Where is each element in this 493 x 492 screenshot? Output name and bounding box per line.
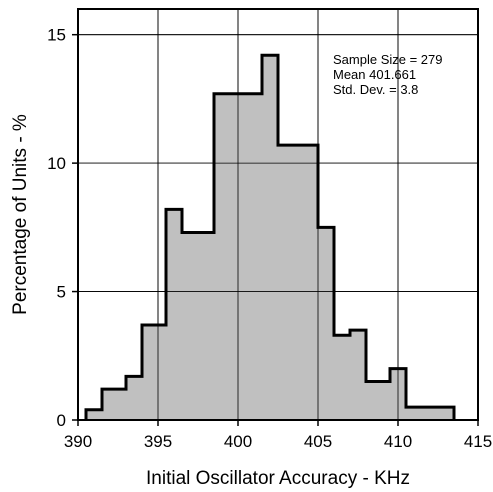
histogram-bar-4 (166, 209, 182, 420)
histogram-bar-7 (262, 55, 278, 421)
histogram-bar-9 (318, 227, 334, 420)
histogram-bar-2 (126, 376, 142, 420)
x-tick-label-415: 415 (464, 432, 492, 451)
histogram-bar-3 (142, 324, 166, 420)
x-tick-label-400: 400 (224, 432, 252, 451)
histogram-bar-0 (86, 409, 102, 420)
annotation-sample-size: Sample Size = 279 (333, 52, 442, 67)
x-tick-label-390: 390 (64, 432, 92, 451)
y-tick-label-0: 0 (57, 411, 66, 430)
annotation-mean: Mean 401.661 (333, 67, 416, 82)
x-tick-label-405: 405 (304, 432, 332, 451)
histogram-bar-12 (366, 381, 390, 420)
axis-ticks: 390 395 400 405 410 415 0 5 10 15 (47, 26, 492, 451)
annotation-std-dev: Std. Dev. = 3.8 (333, 82, 418, 97)
histogram-bars (78, 9, 478, 421)
histogram-bar-10 (334, 335, 350, 420)
y-axis-label: Percentage of Units - % (10, 114, 31, 315)
x-tick-label-410: 410 (384, 432, 412, 451)
histogram-outline (84, 53, 456, 420)
histogram-bar-14 (406, 407, 438, 420)
histogram-bar-11 (350, 330, 366, 420)
y-tick-label-5: 5 (57, 283, 66, 302)
x-axis-label: Initial Oscillator Accuracy - KHz (146, 468, 410, 489)
histogram-bar-15 (438, 407, 454, 420)
histogram-bar-8 (278, 145, 318, 421)
histogram-bar-5 (182, 232, 214, 420)
histogram-bar-1 (102, 389, 126, 420)
statistics-annotation: Sample Size = 279 Mean 401.661 Std. Dev.… (333, 52, 442, 97)
x-tick-label-395: 395 (144, 432, 172, 451)
y-tick-label-15: 15 (47, 26, 66, 45)
plot-frame (77, 8, 479, 421)
y-tick-label-10: 10 (47, 154, 66, 173)
